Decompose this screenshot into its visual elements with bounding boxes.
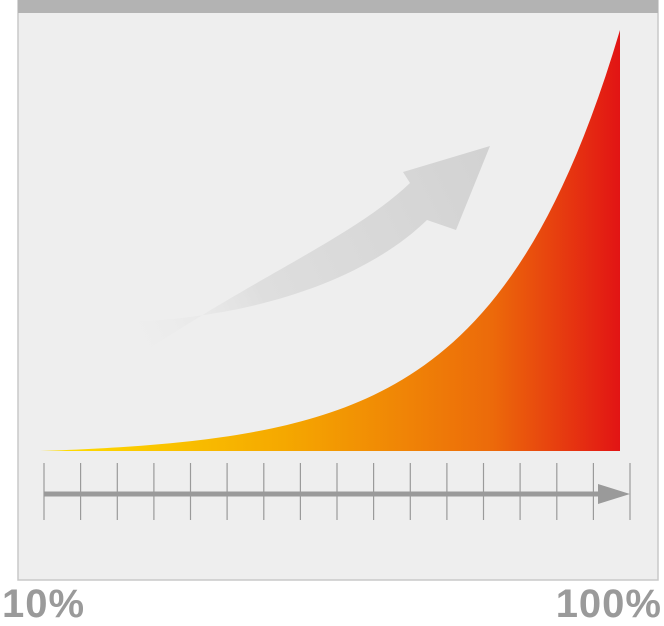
axis-end-label: 100% xyxy=(555,582,662,626)
axis-start-label: 10% xyxy=(2,582,86,626)
exponential-area xyxy=(40,30,620,451)
up-trend-arrow xyxy=(118,146,490,370)
chart-header-bar xyxy=(18,0,658,13)
axis-arrowhead xyxy=(598,484,630,504)
x-axis xyxy=(43,463,631,520)
